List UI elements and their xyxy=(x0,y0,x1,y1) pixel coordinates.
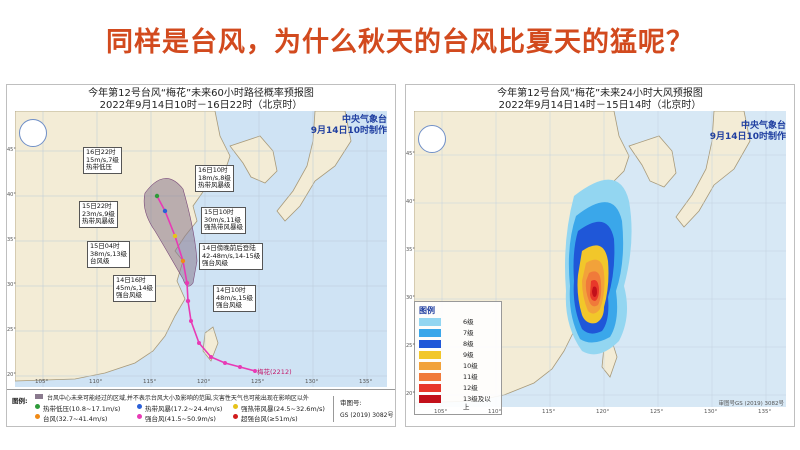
cma-logo xyxy=(19,119,47,147)
cone-swatch xyxy=(35,394,43,399)
legend-row-9: 9级 xyxy=(419,351,497,360)
gale-map-agency: 中央气象台 xyxy=(740,121,786,131)
track-points xyxy=(154,193,257,373)
forecast-label-15d22: 15日22时 23m/s,9级 热带风暴级 xyxy=(79,201,118,228)
track-map-agency: 中央气象台 xyxy=(341,115,387,125)
track-map-period: 2022年9月14日10时－16日22时（北京时） xyxy=(99,100,303,111)
legend-row-10: 10级 xyxy=(419,362,497,371)
legend-row-7: 7级 xyxy=(419,329,497,338)
legend-dot-td xyxy=(35,404,40,409)
track-map-legend: 图例: 台风中心未来可能经过的区域,并不表示台风大小及影响的范围,灾害性天气也可… xyxy=(7,389,395,426)
forecast-label-16d22: 16日22时 15m/s,7级 热带低压 xyxy=(83,147,122,174)
legend-dot-superty xyxy=(233,414,238,419)
typhoon-track xyxy=(156,195,256,372)
gale-lon-ticks: 105° 110° 115° 120° 125° 130° 135° xyxy=(434,409,772,415)
gale-wind-zones xyxy=(565,179,632,355)
slide-title: 同样是台风，为什么秋天的台风比夏天的猛呢？ xyxy=(106,27,694,58)
wind-level-legend: 图例 6级 7级 8级 9级 10级 11级 12级 13级及以上 xyxy=(414,301,502,415)
track-map-issued: 9月14日10时制作 xyxy=(310,126,387,136)
legend-row-13-plus: 13级及以上 xyxy=(419,395,497,411)
gale-lat-ticks: 45° 40° 35° 30° 25° 20° xyxy=(406,151,415,397)
legend-row-11: 11级 xyxy=(419,373,497,382)
forecast-label-15d10: 15日10时 30m/s,11级 强热带风暴级 xyxy=(201,207,246,234)
track-map-title: 今年第12号台风“梅花”未来60小时路径概率预报图 xyxy=(88,88,314,99)
korea-peninsula xyxy=(229,135,278,184)
gale-map-issued: 9月14日10时制作 xyxy=(709,132,786,142)
zone-13-plus xyxy=(592,286,597,297)
track-forecast-map-panel: 今年第12号台风“梅花”未来60小时路径概率预报图 2022年9月14日10时－… xyxy=(6,84,396,427)
cma-logo xyxy=(418,125,446,153)
gale-map-title: 今年第12号台风“梅花”未来24小时大风预报图 xyxy=(497,88,703,99)
gale-map-footnote: 审图号GS (2019) 3082号 xyxy=(718,401,784,407)
track-forecast-map xyxy=(15,111,387,387)
japan xyxy=(276,111,352,222)
legend-dot-sty xyxy=(137,414,142,419)
legend-dot-ty xyxy=(35,414,40,419)
gale-forecast-map-panel: 今年第12号台风“梅花”未来24小时大风预报图 2022年9月14日14时－15… xyxy=(405,84,795,427)
legend-title: 图例 xyxy=(419,306,435,315)
legend-dot-ts xyxy=(137,404,142,409)
gale-map-period: 2022年9月14日14时－15日14时（北京时） xyxy=(498,100,702,111)
forecast-label-14d10: 14日10时 48m/s,15级 强台风级 xyxy=(213,285,257,312)
typhoon-name-tag: 梅花(2212) xyxy=(257,368,292,376)
forecast-label-14d16: 14日16时 45m/s,14级 强台风级 xyxy=(113,275,157,302)
korea-peninsula xyxy=(628,135,677,188)
forecast-label-landfall: 14日傍晚前后登陆 42-48m/s,14-15级 强台风级 xyxy=(199,243,264,270)
forecast-label-15d04: 15日04时 38m/s,13级 台风级 xyxy=(87,241,131,268)
track-lon-ticks: 105° 110° 115° 120° 125° 130° 135° xyxy=(35,379,373,385)
legend-dot-sts xyxy=(233,404,238,409)
track-lat-ticks: 45° 40° 35° 30° 25° 20° xyxy=(7,147,16,378)
legend-row-6: 6级 xyxy=(419,318,497,327)
legend-row-12: 12级 xyxy=(419,384,497,393)
legend-row-8: 8级 xyxy=(419,340,497,349)
japan xyxy=(675,111,751,228)
forecast-label-16d10: 16日10时 18m/s,8级 热带风暴级 xyxy=(195,165,234,192)
